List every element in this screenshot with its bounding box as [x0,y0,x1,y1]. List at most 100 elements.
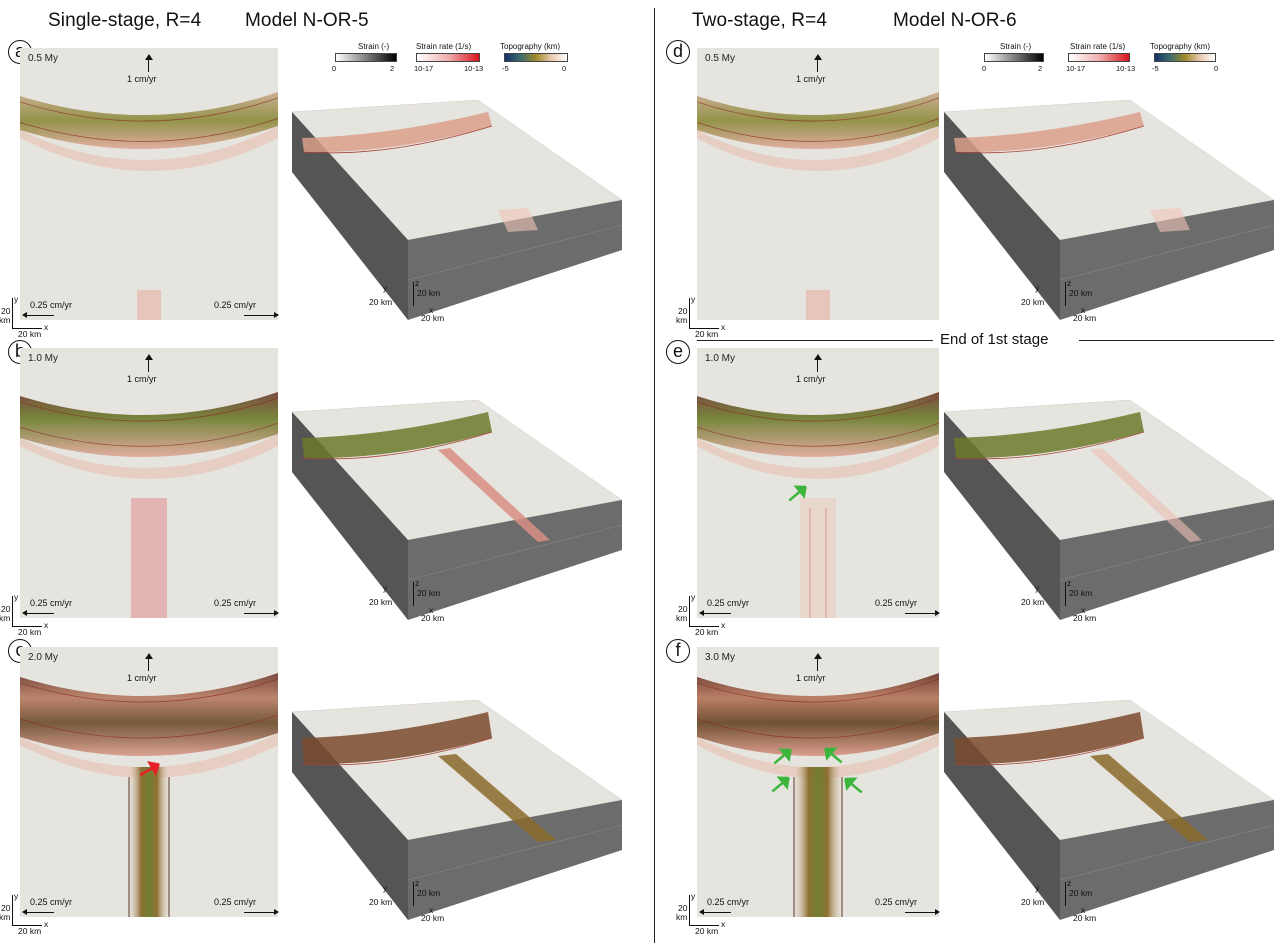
topography-max: 0 [1214,64,1219,73]
left-arrow-line [701,912,731,913]
x-axis-label: x [44,322,49,332]
block-3d [291,699,623,920]
x-axis-label: x [44,620,49,630]
block-diagram-e [940,399,1280,620]
y-axis-label-3d: y [1035,283,1040,293]
x-scale-label: 20 km [695,926,719,936]
left-arrow-line [24,912,54,913]
y-scale-unit: km [0,315,11,325]
arrow-head-icon [145,653,153,659]
block-diagram-a [288,99,628,320]
y-axis-label-3d: y [383,283,388,293]
y-axis-label: y [691,294,696,304]
y-scale-value: 20 [678,903,688,913]
y-axis-label: y [14,891,19,901]
y-scale-value: 20 [1,306,11,316]
panel-label-f: f [666,639,690,663]
time-label-f: 3.0 My [705,652,736,663]
x-axis-line [689,925,719,926]
top-velocity-arrow-e [817,356,818,372]
y-axis-label-3d: y [1035,583,1040,593]
side-velocity-right-c: 0.25 cm/yr [214,897,257,907]
left-arrow-icon [699,610,704,616]
x-scale-label: 20 km [695,329,719,339]
y-scale-unit: km [676,613,688,623]
z-scale-label: 20 km [417,288,441,298]
block-diagram-d [940,99,1280,320]
top-velocity-label-c: 1 cm/yr [127,673,157,683]
map-surface [697,92,939,320]
right-config-title: Two-stage, R=4 [692,10,827,31]
z-scale-label: 20 km [1069,888,1093,898]
red-arrow-icon [139,761,161,777]
block-3d [943,399,1275,620]
x-scale-label: 20 km [18,329,42,339]
strain-rate-max: 10-13 [464,64,484,73]
z-axis-label: z [1067,878,1072,888]
y-axis-line [12,596,13,626]
legend-right: Strain (-) 0 2 Strain rate (1/s) 10-17 1… [980,42,1230,82]
y-axis-line [689,596,690,626]
left-arrow-line [24,315,54,316]
z-axis-line [1065,282,1066,306]
top-view-map-f [697,647,939,917]
topography-colorbar [504,53,568,62]
x-axis-line [12,925,42,926]
y-scale-label-3d: 20 km [1021,897,1045,907]
x-scale-label-3d: 20 km [1073,313,1097,323]
y-scale-label-3d: 20 km [1021,597,1045,607]
block-3d [291,399,623,620]
top-velocity-label-e: 1 cm/yr [796,374,826,384]
y-axis-label-3d: y [383,883,388,893]
x-axis-label: x [721,322,726,332]
x-scale-label-3d: 20 km [1073,613,1097,623]
x-axis-label-3d: x [1081,305,1086,315]
time-label-e: 1.0 My [705,353,736,364]
column-divider [654,8,655,943]
time-label-a: 0.5 My [28,53,59,64]
x-axis-label: x [721,620,726,630]
x-axis-label-3d: x [429,905,434,915]
left-arrow-line [24,613,54,614]
map-surface [20,673,278,917]
z-axis-line [413,582,414,606]
strain-rate-colorbar [416,53,480,62]
y-scale-label-3d: 20 km [369,597,393,607]
arrow-head-icon [814,54,822,60]
y-axis-line [689,298,690,328]
y-scale-unit: km [0,613,11,623]
side-velocity-left-c: 0.25 cm/yr [30,897,73,907]
left-arrow-icon [22,909,27,915]
y-axis-label: y [691,592,696,602]
arrow-head-icon [814,653,822,659]
strain-max: 2 [390,64,395,73]
arrow-head-icon [145,354,153,360]
strain-rate-label: Strain rate (1/s) [416,42,472,51]
right-arrow-icon [274,610,279,616]
top-view-map-e [697,348,939,618]
strain-max: 2 [1038,64,1043,73]
block-diagram-b [288,399,628,620]
side-velocity-right-e: 0.25 cm/yr [875,598,918,608]
top-velocity-arrow-f [817,655,818,671]
panel-label-e: e [666,340,690,364]
green-arrow-icon [788,485,807,502]
x-scale-label-3d: 20 km [1073,913,1097,923]
x-axis-label-3d: x [1081,605,1086,615]
stage-line-right [1079,340,1274,341]
right-arrow-icon [935,610,940,616]
x-axis-line [12,626,42,627]
side-velocity-left-b: 0.25 cm/yr [30,598,73,608]
time-label-b: 1.0 My [28,353,59,364]
right-arrow-line [905,613,935,614]
top-velocity-arrow-c [148,655,149,671]
left-arrow-icon [22,312,27,318]
right-arrow-line [905,912,935,913]
map-surface [20,92,278,320]
y-scale-label-3d: 20 km [369,297,393,307]
x-scale-label: 20 km [695,627,719,637]
right-arrow-icon [274,909,279,915]
x-axis-line [689,328,719,329]
z-scale-label: 20 km [1069,288,1093,298]
top-view-map-a [20,48,278,320]
